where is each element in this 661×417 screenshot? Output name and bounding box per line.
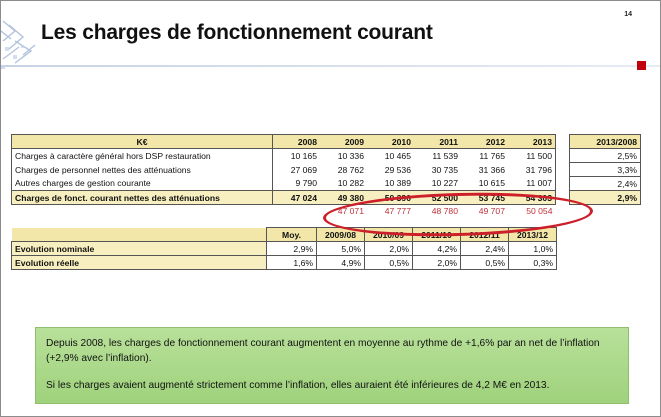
- projection-value: 47 071: [337, 206, 364, 216]
- evolution-moy: 2,9%: [266, 241, 317, 256]
- header-year: 2008: [272, 134, 320, 149]
- evolution-value: 0,3%: [508, 255, 557, 270]
- header-year: 2013: [508, 134, 556, 149]
- row-value: 9 790: [295, 178, 317, 189]
- column-gap: [555, 148, 570, 163]
- evolution-value: 1,0%: [508, 241, 557, 256]
- column-gap: [555, 134, 570, 149]
- total-value: 52 500: [414, 190, 461, 205]
- header-year: 2010: [367, 134, 414, 149]
- row-value: 11 765: [479, 150, 505, 161]
- evolution-row: Evolution réelle 1,6% 4,9% 0,5% 2,0% 0,5…: [11, 255, 557, 270]
- evolution-table: Moy. 2009/08 2010/09 2011/10 2012/11 201…: [11, 227, 557, 270]
- evolution-value: 0,5%: [364, 255, 413, 270]
- note-paragraph: Si les charges avaient augmenté strictem…: [46, 380, 550, 391]
- row-value: 10 227: [431, 178, 458, 189]
- column-gap: [555, 204, 570, 217]
- evolution-label: Evolution réelle: [11, 255, 267, 270]
- table-row: Charges à caractère général hors DSP res…: [11, 148, 641, 163]
- row-ratio: 2,5%: [569, 148, 641, 163]
- row-label: Charges à caractère général hors DSP res…: [11, 148, 273, 163]
- total-ratio: 2,9%: [569, 190, 641, 205]
- evolution-value: 4,2%: [412, 241, 461, 256]
- charges-table: K€ 2008 2009 2010 2011 2012 2013 2013/20…: [11, 134, 641, 217]
- header-year: 2009: [320, 134, 367, 149]
- evolution-header-period: 2009/08: [316, 227, 365, 242]
- projection-spacer: [12, 205, 273, 218]
- projection-value: 50 054: [526, 206, 553, 216]
- page-title: Les charges de fonctionnement courant: [41, 21, 433, 44]
- decorative-arrows: [1, 20, 36, 69]
- summary-note: Depuis 2008, les charges de fonctionneme…: [35, 327, 629, 404]
- row-value: 10 615: [478, 178, 505, 189]
- table-row: Autres charges de gestion courante 9 790…: [11, 176, 641, 191]
- row-value: 10 389: [384, 178, 411, 189]
- total-row: Charges de fonct. courant nettes des att…: [11, 190, 641, 205]
- header-year: 2011: [414, 134, 461, 149]
- projection-value: 48 780: [431, 206, 458, 216]
- projection-value: 49 707: [478, 206, 505, 216]
- evolution-value: 4,9%: [316, 255, 365, 270]
- total-value: 47 024: [272, 190, 320, 205]
- projection-spacer: [273, 205, 321, 218]
- row-value: 11 500: [508, 148, 556, 163]
- row-value: 31 796: [508, 162, 556, 177]
- evolution-value: 5,0%: [316, 241, 365, 256]
- total-label: Charges de fonct. courant nettes des att…: [11, 190, 273, 205]
- row-value: 28 762: [337, 164, 364, 175]
- evolution-moy: 1,6%: [266, 255, 317, 270]
- row-value: 11 007: [508, 176, 556, 191]
- header-year: 2012: [461, 134, 508, 149]
- projection-row: 47 071 47 777 48 780 49 707 50 054: [12, 204, 641, 218]
- evolution-label: Evolution nominale: [11, 241, 267, 256]
- total-value: 54 303: [508, 190, 556, 205]
- title-rule: [1, 65, 660, 67]
- table-row: Charges de personnel nettes des atténuat…: [11, 162, 641, 177]
- header-ratio: 2013/2008: [569, 134, 641, 149]
- row-value: 10 465: [384, 150, 411, 161]
- page-number: 14: [624, 11, 632, 18]
- row-ratio: 3,3%: [569, 162, 641, 177]
- evolution-header-period: 2013/12: [508, 227, 557, 242]
- total-value: 53 745: [461, 190, 508, 205]
- column-gap: [555, 176, 570, 191]
- row-ratio: 2,4%: [569, 176, 641, 191]
- row-value: 10 282: [337, 178, 364, 189]
- evolution-value: 0,5%: [460, 255, 509, 270]
- row-value: 30 735: [431, 164, 458, 175]
- note-paragraph: Depuis 2008, les charges de fonctionneme…: [46, 338, 600, 364]
- evolution-header-moy: Moy.: [266, 227, 317, 242]
- total-value: 50 390: [367, 190, 414, 205]
- header-label: K€: [11, 134, 273, 149]
- evolution-row: Evolution nominale 2,9% 5,0% 2,0% 4,2% 2…: [11, 241, 557, 256]
- evolution-header-row: Moy. 2009/08 2010/09 2011/10 2012/11 201…: [11, 227, 557, 242]
- row-value: 10 336: [337, 150, 364, 161]
- evolution-value: 2,4%: [460, 241, 509, 256]
- row-value: 29 536: [384, 164, 411, 175]
- evolution-value: 2,0%: [364, 241, 413, 256]
- red-square-marker: [637, 61, 646, 70]
- row-value: 11 539: [432, 150, 458, 161]
- evolution-header-blank: [11, 227, 267, 242]
- row-label: Autres charges de gestion courante: [11, 176, 273, 191]
- row-value: 10 165: [290, 150, 317, 161]
- evolution-header-period: 2010/09: [364, 227, 413, 242]
- row-label: Charges de personnel nettes des atténuat…: [11, 162, 273, 177]
- column-gap: [555, 162, 570, 177]
- projection-value: 47 777: [384, 206, 411, 216]
- evolution-value: 2,0%: [412, 255, 461, 270]
- table-header-row: K€ 2008 2009 2010 2011 2012 2013 2013/20…: [11, 134, 641, 149]
- column-gap: [555, 190, 570, 205]
- row-value: 31 366: [478, 164, 505, 175]
- total-value: 49 380: [320, 190, 367, 205]
- row-value: 27 069: [290, 164, 317, 175]
